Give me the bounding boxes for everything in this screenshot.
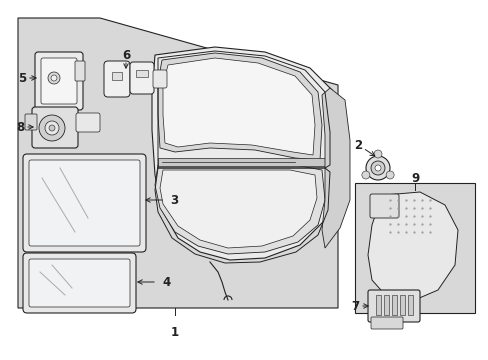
- FancyBboxPatch shape: [153, 70, 167, 88]
- Circle shape: [374, 165, 380, 171]
- Bar: [391, 295, 396, 315]
- Circle shape: [48, 72, 60, 84]
- FancyBboxPatch shape: [75, 61, 85, 81]
- Text: 5: 5: [18, 72, 26, 85]
- Bar: [399, 295, 404, 315]
- Text: 4: 4: [162, 275, 170, 288]
- Text: 9: 9: [410, 171, 418, 185]
- FancyBboxPatch shape: [367, 290, 419, 322]
- Circle shape: [49, 125, 55, 131]
- FancyBboxPatch shape: [29, 160, 140, 246]
- Bar: [354, 183, 474, 313]
- FancyBboxPatch shape: [29, 259, 130, 307]
- Polygon shape: [367, 192, 457, 302]
- Polygon shape: [155, 165, 325, 254]
- Text: 7: 7: [350, 300, 358, 312]
- FancyBboxPatch shape: [25, 114, 37, 130]
- Bar: [112, 72, 122, 80]
- FancyBboxPatch shape: [104, 61, 130, 97]
- Polygon shape: [321, 88, 349, 248]
- Circle shape: [39, 115, 65, 141]
- Text: 2: 2: [353, 139, 361, 152]
- Circle shape: [365, 156, 389, 180]
- Circle shape: [45, 121, 59, 135]
- Circle shape: [386, 171, 393, 179]
- FancyBboxPatch shape: [23, 154, 146, 252]
- Polygon shape: [163, 58, 314, 155]
- Text: 3: 3: [170, 194, 178, 207]
- Text: 6: 6: [122, 49, 130, 62]
- Polygon shape: [160, 170, 316, 248]
- FancyBboxPatch shape: [35, 52, 83, 110]
- Circle shape: [51, 75, 57, 81]
- FancyBboxPatch shape: [41, 58, 77, 104]
- FancyBboxPatch shape: [32, 107, 78, 148]
- Bar: [136, 70, 148, 77]
- Text: 8: 8: [16, 121, 24, 134]
- Polygon shape: [152, 47, 337, 260]
- Bar: [375, 295, 380, 315]
- Circle shape: [370, 161, 384, 175]
- Text: 1: 1: [171, 327, 179, 339]
- Polygon shape: [18, 18, 337, 308]
- FancyBboxPatch shape: [370, 317, 402, 329]
- FancyBboxPatch shape: [76, 113, 100, 132]
- Bar: [383, 295, 388, 315]
- FancyBboxPatch shape: [23, 253, 136, 313]
- Bar: [158, 158, 325, 166]
- Circle shape: [361, 171, 369, 179]
- FancyBboxPatch shape: [130, 62, 154, 94]
- Polygon shape: [158, 53, 321, 160]
- FancyBboxPatch shape: [369, 194, 398, 218]
- Circle shape: [373, 150, 381, 158]
- Bar: [407, 295, 412, 315]
